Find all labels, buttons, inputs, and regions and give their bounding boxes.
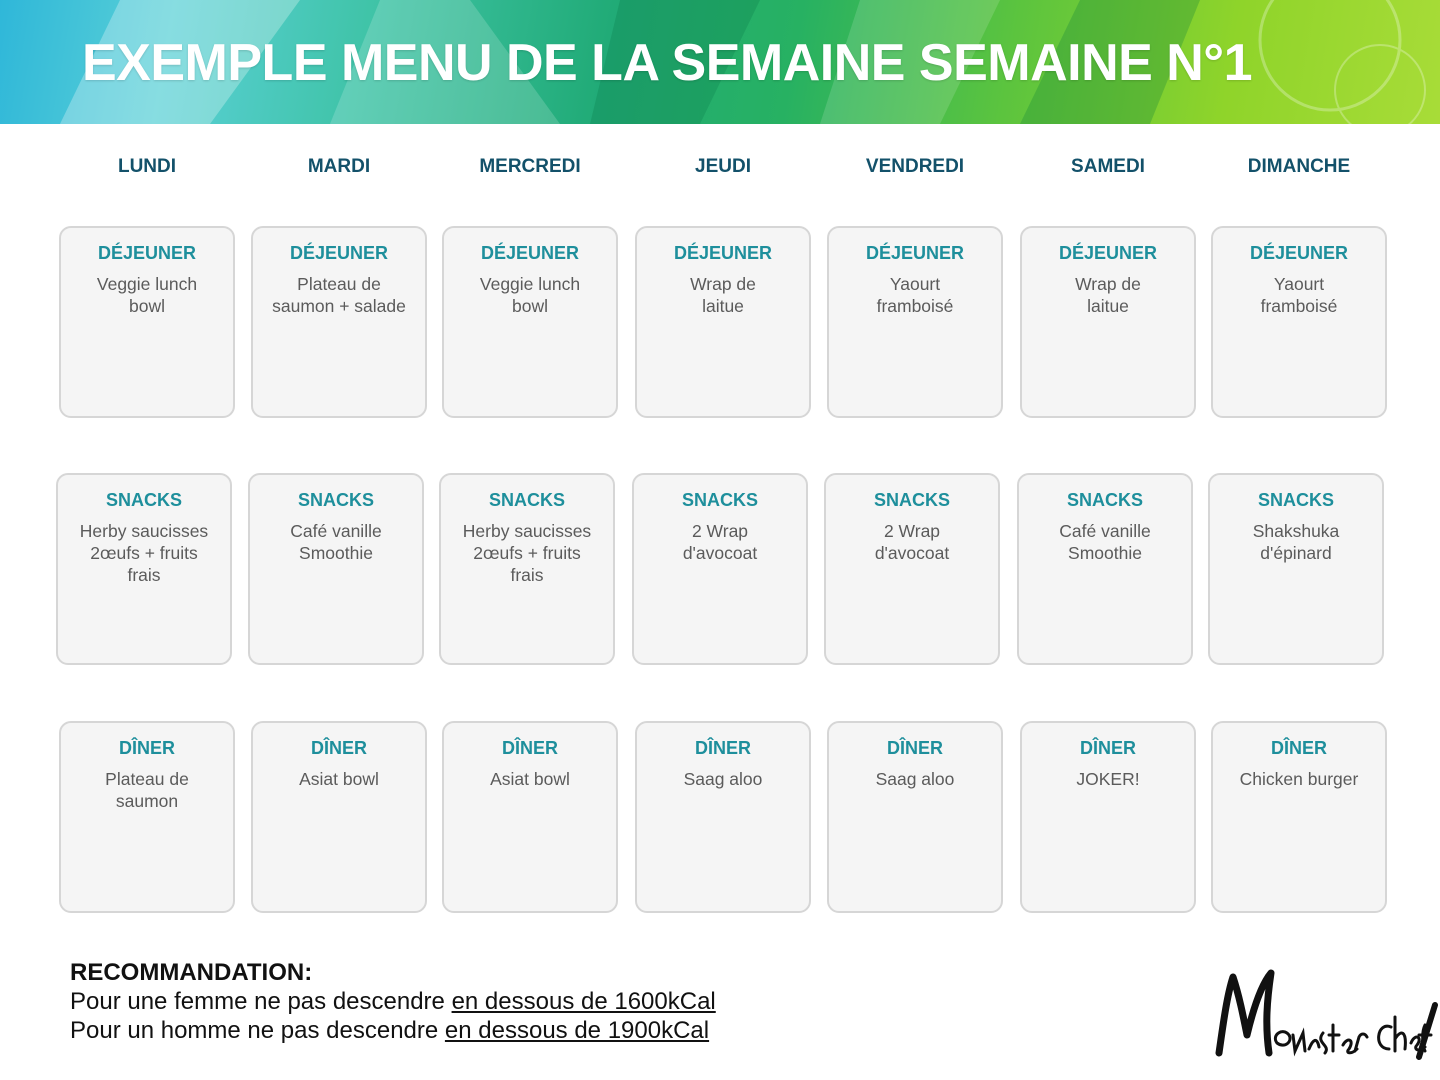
dish-name: Yaourt framboisé [876, 274, 954, 316]
dish-name: 2 Wrap d'avocoat [682, 521, 758, 563]
dish-name: JOKER! [1076, 769, 1140, 789]
header-banner: EXEMPLE MENU DE LA SEMAINE SEMAINE N°1 [0, 0, 1440, 124]
meal-type-label: SNACKS [297, 490, 374, 510]
meal-card: DÎNER Saag aloo [827, 721, 1003, 913]
meal-type-label: DÎNER [1270, 738, 1327, 758]
meal-type-label: DÉJEUNER [97, 243, 197, 263]
meal-type-label: SNACKS [105, 490, 182, 510]
dish-name: Saag aloo [875, 769, 955, 789]
meal-card: SNACKS 2 Wrap d'avocoat [632, 473, 808, 665]
recommendation-men-limit: en dessous de 1900kCal [444, 1017, 710, 1044]
meal-type-label: DÉJEUNER [289, 243, 389, 263]
meal-type-label: DÎNER [310, 738, 367, 758]
meal-type-label: SNACKS [1257, 490, 1334, 510]
day-header-6: DIMANCHE [1247, 156, 1351, 177]
banner-pattern [60, 0, 1426, 124]
meal-card: DÎNER Plateau de saumon [59, 721, 235, 913]
dish-name: Asiat bowl [490, 769, 570, 789]
meal-card: DÉJEUNER Wrap de laitue [635, 226, 811, 418]
meal-type-label: DÎNER [886, 738, 943, 758]
recommendation-women-limit: en dessous de 1600kCal [451, 988, 716, 1015]
meal-type-label: DÉJEUNER [865, 243, 965, 263]
meal-card: DÎNER JOKER! [1020, 721, 1196, 913]
recommendation-title: RECOMMANDATION: [70, 959, 313, 986]
meal-type-label: DÎNER [118, 738, 175, 758]
meal-type-label: DÉJEUNER [673, 243, 773, 263]
dish-name: Wrap de laitue [1075, 274, 1141, 316]
dish-name: Herby saucisses 2œufs + fruits frais [462, 521, 592, 585]
dish-name: Café vanille Smoothie [290, 521, 382, 563]
recommendation-line-women: Pour une femme ne pas descendre en desso… [70, 987, 716, 1016]
meal-card: DÎNER Asiat bowl [442, 721, 618, 913]
meal-card: SNACKS Shakshuka d'épinard [1208, 473, 1384, 665]
meal-card: SNACKS Café vanille Smoothie [1017, 473, 1193, 665]
day-header-0: LUNDI [117, 156, 177, 177]
dish-name: Saag aloo [683, 769, 763, 789]
logo-signature [1215, 969, 1438, 1060]
dish-name: Chicken burger [1239, 769, 1359, 789]
day-header-3: JEUDI [695, 156, 751, 177]
meal-card: SNACKS Café vanille Smoothie [248, 473, 424, 665]
meal-card: DÎNER Saag aloo [635, 721, 811, 913]
recommendation-men-text: Pour un homme ne pas descendre [70, 1017, 445, 1044]
recommendation-women-text: Pour une femme ne pas descendre [70, 988, 452, 1015]
meal-type-label: SNACKS [488, 490, 565, 510]
dish-name: Café vanille Smoothie [1059, 521, 1151, 563]
meal-card: DÉJEUNER Wrap de laitue [1020, 226, 1196, 418]
meal-card: DÉJEUNER Plateau de saumon + salade [251, 226, 427, 418]
dish-name: Asiat bowl [299, 769, 379, 789]
dish-name: Yaourt framboisé [1260, 274, 1338, 316]
recommendation-line-men: Pour un homme ne pas descendre en dessou… [70, 1016, 716, 1045]
meal-card: DÉJEUNER Veggie lunch bowl [442, 226, 618, 418]
meal-type-label: DÉJEUNER [1058, 243, 1158, 263]
monster-chef-logo [1205, 965, 1440, 1065]
page-title: EXEMPLE MENU DE LA SEMAINE SEMAINE N°1 [82, 34, 1253, 92]
meal-type-label: DÉJEUNER [1249, 243, 1349, 263]
meal-card: DÉJEUNER Yaourt framboisé [1211, 226, 1387, 418]
day-header-4: VENDREDI [865, 156, 965, 177]
dish-name: Plateau de saumon + salade [272, 274, 406, 316]
meal-card: DÎNER Chicken burger [1211, 721, 1387, 913]
recommendation-block: RECOMMANDATION: Pour une femme ne pas de… [70, 958, 716, 1045]
day-header-2: MERCREDI [479, 156, 581, 177]
meal-type-label: SNACKS [873, 490, 950, 510]
dish-name: Veggie lunch bowl [479, 274, 581, 316]
day-header-1: MARDI [307, 156, 371, 177]
meal-card: SNACKS Herby saucisses 2œufs + fruits fra… [56, 473, 232, 665]
meal-type-label: DÎNER [1079, 738, 1136, 758]
meal-type-label: SNACKS [1066, 490, 1143, 510]
dish-name: 2 Wrap d'avocoat [874, 521, 950, 563]
meal-type-label: DÎNER [694, 738, 751, 758]
meal-type-label: DÉJEUNER [480, 243, 580, 263]
meal-card: SNACKS Herby saucisses 2œufs + fruits fra… [439, 473, 615, 665]
dish-name: Veggie lunch bowl [96, 274, 198, 316]
dish-name: Herby saucisses 2œufs + fruits frais [79, 521, 209, 585]
meal-card: DÉJEUNER Yaourt framboisé [827, 226, 1003, 418]
meal-card: SNACKS 2 Wrap d'avocoat [824, 473, 1000, 665]
meal-card: DÉJEUNER Veggie lunch bowl [59, 226, 235, 418]
dish-name: Plateau de saumon [105, 769, 189, 811]
meal-type-label: SNACKS [681, 490, 758, 510]
dish-name: Shakshuka d'épinard [1252, 521, 1340, 563]
day-header-5: SAMEDI [1071, 156, 1145, 177]
meal-card: DÎNER Asiat bowl [251, 721, 427, 913]
dish-name: Wrap de laitue [690, 274, 756, 316]
meal-type-label: DÎNER [501, 738, 558, 758]
